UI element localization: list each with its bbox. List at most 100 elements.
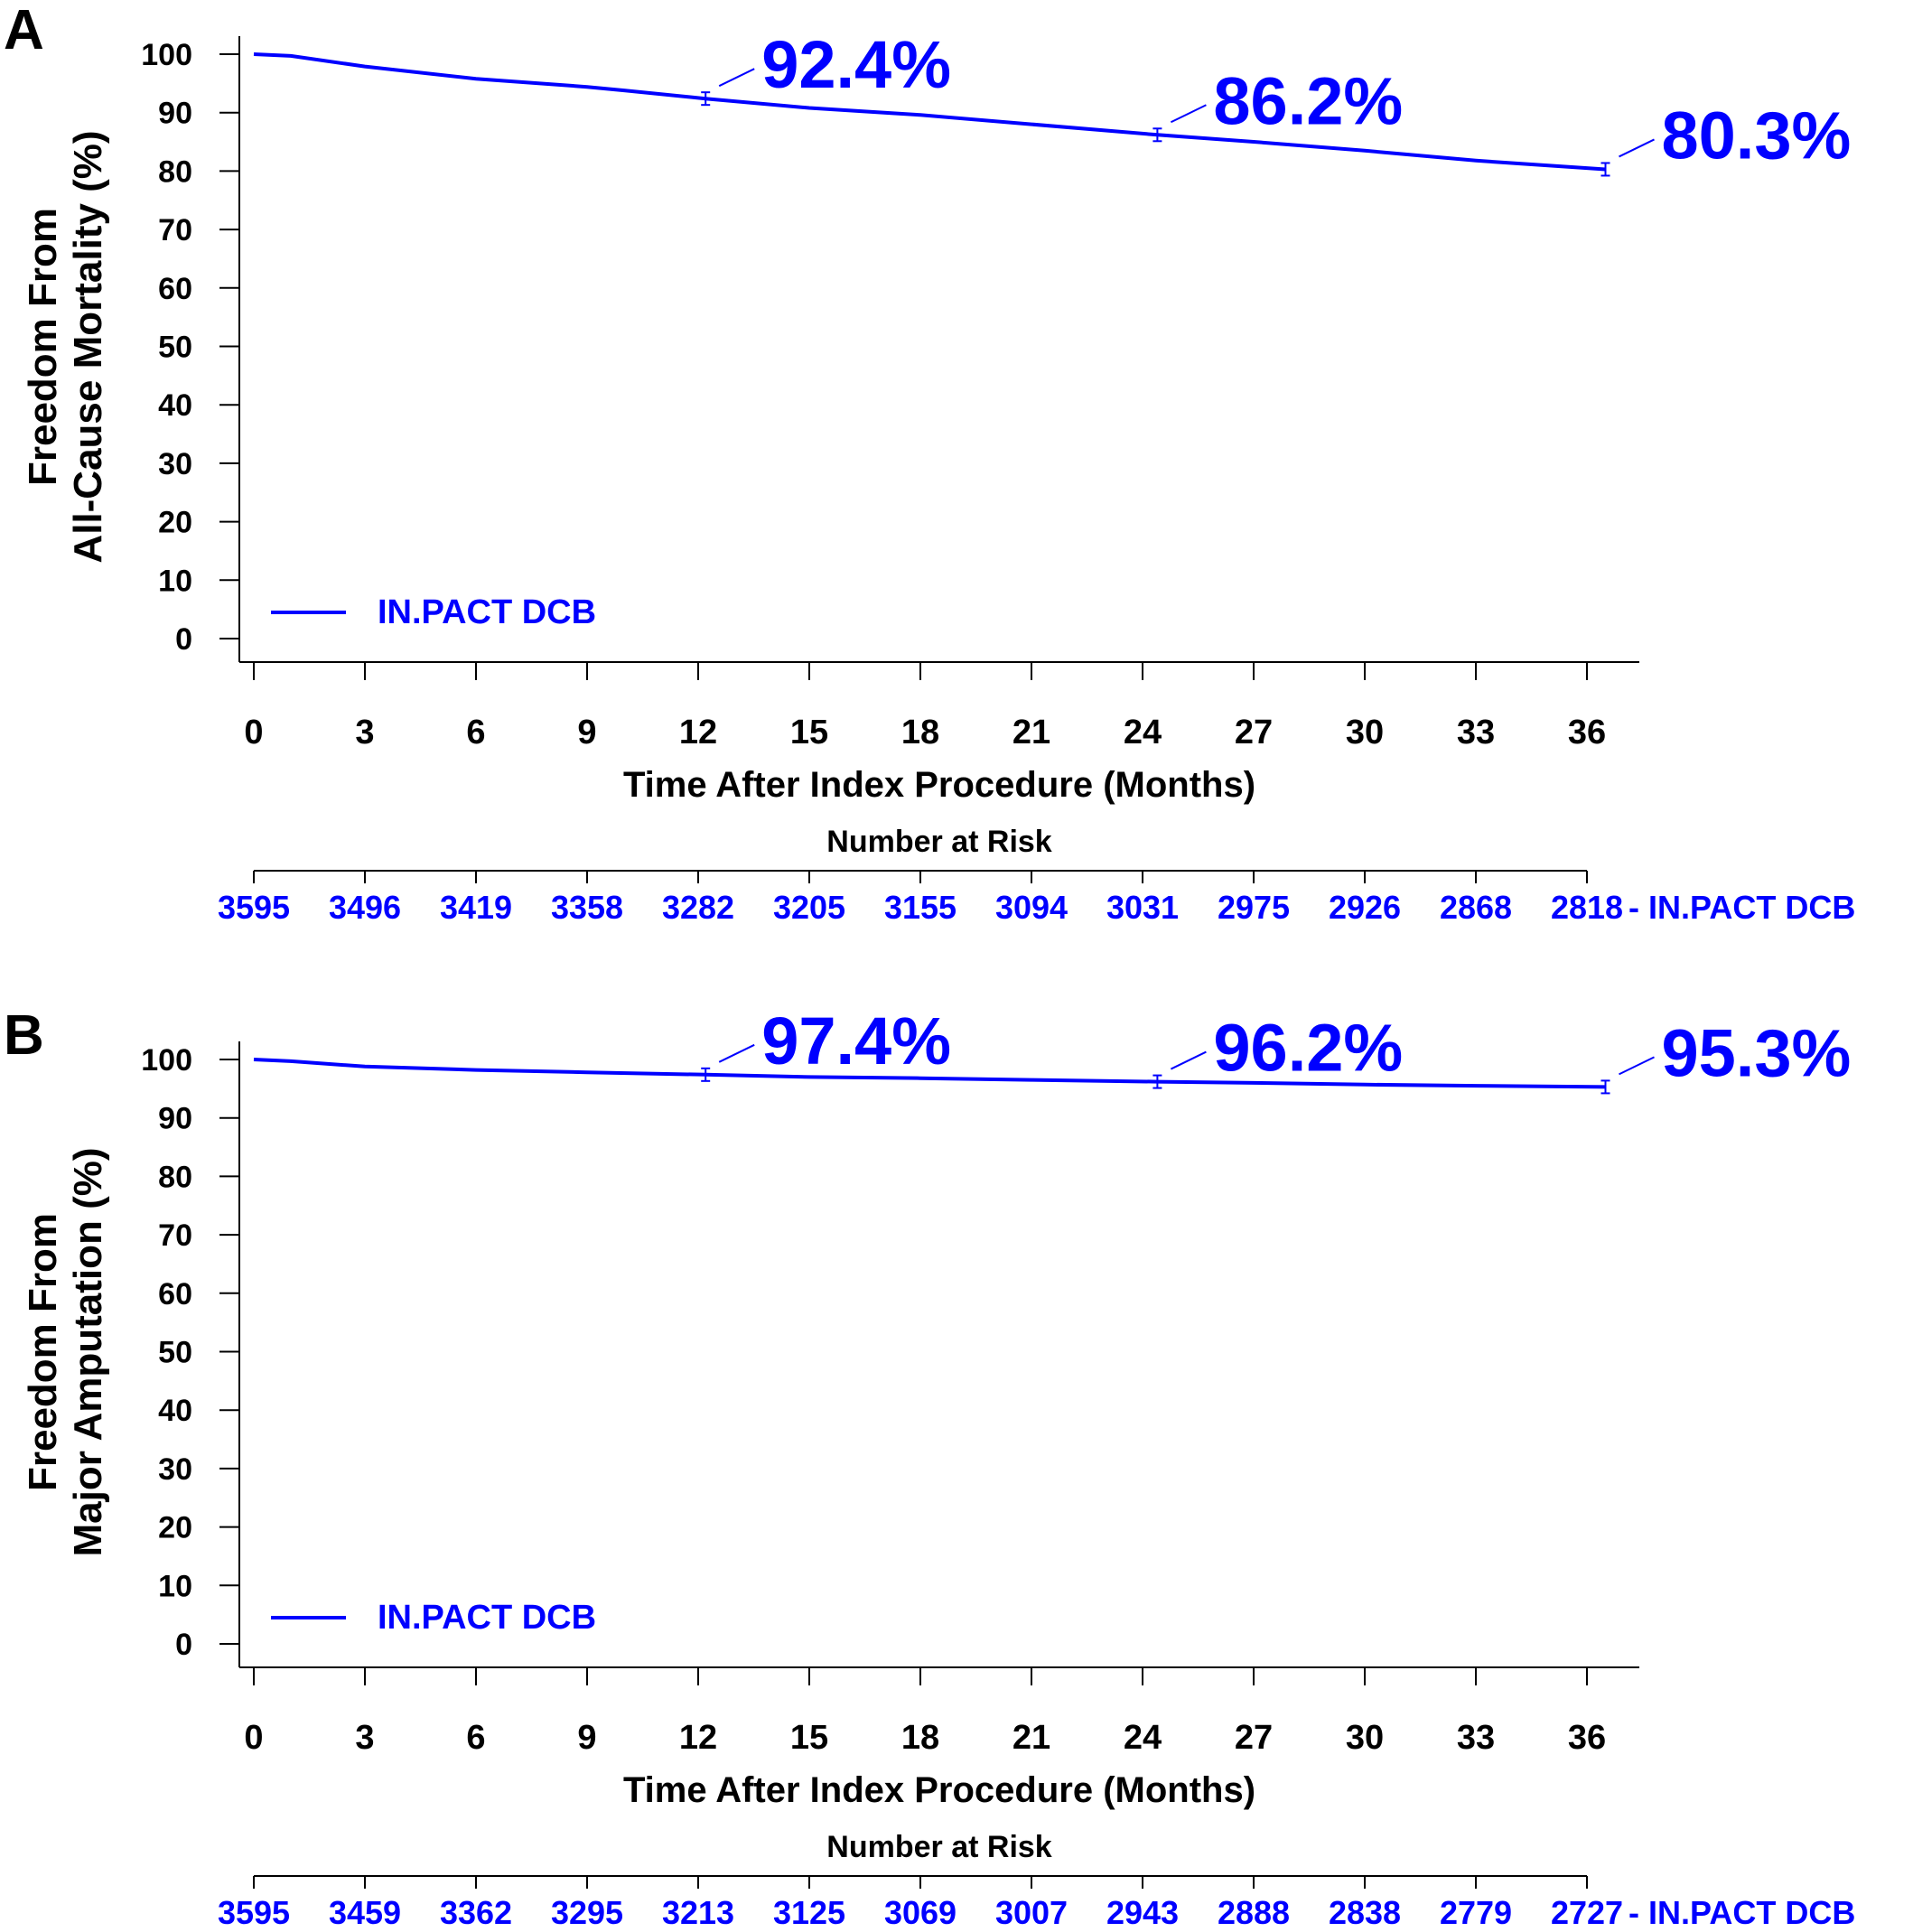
- y-tick-label: 80: [158, 1160, 192, 1194]
- risk-table-value: 3362: [440, 1894, 512, 1931]
- risk-table-value: 2868: [1440, 889, 1512, 926]
- x-tick-label: 21: [1012, 714, 1050, 751]
- risk-table-value: 3094: [995, 889, 1068, 926]
- x-tick-label: 3: [355, 714, 374, 751]
- y-tick-label: 70: [158, 1218, 192, 1253]
- risk-table-value: 3213: [662, 1894, 734, 1931]
- risk-table-value: 3205: [773, 889, 845, 926]
- annotation-leader-line: [1170, 1050, 1207, 1070]
- risk-table-value: 3282: [662, 889, 734, 926]
- y-tick-label: 80: [158, 154, 192, 189]
- risk-table-value: 2779: [1440, 1894, 1512, 1931]
- x-tick-label: 0: [244, 714, 263, 751]
- y-axis-title-line: Major Amputation (%): [66, 1148, 110, 1557]
- survival-annotation-label: 92.4%: [761, 27, 951, 102]
- x-tick-label: 36: [1568, 714, 1606, 751]
- risk-table-value: 3031: [1106, 889, 1179, 926]
- y-tick-label: 60: [158, 1277, 192, 1311]
- x-tick-label: 6: [466, 714, 485, 751]
- x-axis-title: Time After Index Procedure (Months): [623, 765, 1255, 805]
- y-axis-title-line: All-Cause Mortality (%): [66, 130, 110, 563]
- x-tick-label: 30: [1346, 714, 1384, 751]
- risk-table-value: 3459: [329, 1894, 401, 1931]
- y-tick-label: 20: [158, 1511, 192, 1545]
- risk-table-value: 2727: [1551, 1894, 1623, 1931]
- survival-annotation-label: 97.4%: [761, 1003, 951, 1078]
- x-tick-label: 27: [1235, 1719, 1273, 1757]
- x-tick-label: 24: [1124, 714, 1162, 751]
- y-tick-label: 0: [175, 622, 192, 657]
- risk-table-value: 3496: [329, 889, 401, 926]
- x-tick-label: 33: [1457, 1719, 1495, 1757]
- x-axis-title: Time After Index Procedure (Months): [623, 1770, 1255, 1810]
- y-tick-label: 100: [141, 1043, 192, 1078]
- y-tick-label: 30: [158, 1452, 192, 1487]
- risk-table-value: 2888: [1218, 1894, 1290, 1931]
- y-tick-label: 70: [158, 213, 192, 247]
- panel-label: A: [4, 0, 44, 61]
- x-tick-label: 33: [1457, 714, 1495, 751]
- legend-label: IN.PACT DCB: [378, 1599, 596, 1637]
- risk-table-value: 3358: [551, 889, 623, 926]
- y-tick-label: 50: [158, 331, 192, 365]
- x-tick-label: 3: [355, 1719, 374, 1757]
- risk-table-value: 2838: [1329, 1894, 1401, 1931]
- annotation-leader-line: [1170, 104, 1207, 124]
- y-axis-title-line: Freedom From: [21, 1213, 65, 1491]
- y-tick-label: 90: [158, 1102, 192, 1136]
- survival-curve-line: [253, 52, 1606, 172]
- risk-table-value: 3295: [551, 1894, 623, 1931]
- x-tick-label: 9: [577, 714, 596, 751]
- risk-table-value: 3125: [773, 1894, 845, 1931]
- x-tick-label: 15: [790, 714, 828, 751]
- risk-table-value: 3419: [440, 889, 512, 926]
- legend-label: IN.PACT DCB: [378, 593, 596, 631]
- x-tick-label: 24: [1124, 1719, 1162, 1757]
- risk-table-value: 3069: [884, 1894, 956, 1931]
- y-tick-label: 30: [158, 447, 192, 481]
- y-tick-label: 50: [158, 1336, 192, 1370]
- risk-table-value: 2926: [1329, 889, 1401, 926]
- x-tick-label: 21: [1012, 1719, 1050, 1757]
- annotation-leader-line: [1619, 138, 1655, 158]
- y-tick-label: 100: [141, 38, 192, 72]
- x-tick-label: 30: [1346, 1719, 1384, 1757]
- survival-curve-line: [253, 1058, 1606, 1089]
- y-tick-label: 40: [158, 388, 192, 423]
- y-tick-label: 90: [158, 97, 192, 131]
- x-tick-label: 0: [244, 1719, 263, 1757]
- risk-table-row-label: - IN.PACT DCB: [1628, 1894, 1855, 1931]
- risk-table-title: Number at Risk: [826, 825, 1051, 859]
- survival-annotation-label: 80.3%: [1662, 98, 1852, 173]
- risk-table-value: 3595: [218, 1894, 290, 1931]
- x-tick-label: 36: [1568, 1719, 1606, 1757]
- risk-table-value: 3007: [995, 1894, 1068, 1931]
- x-tick-label: 9: [577, 1719, 596, 1757]
- survival-annotation-label: 86.2%: [1213, 63, 1403, 138]
- survival-annotation-label: 96.2%: [1213, 1011, 1403, 1086]
- survival-annotation-label: 95.3%: [1662, 1015, 1852, 1090]
- annotation-leader-line: [718, 68, 755, 88]
- risk-table-row-label: - IN.PACT DCB: [1628, 889, 1855, 926]
- x-tick-label: 15: [790, 1719, 828, 1757]
- x-tick-label: 18: [901, 1719, 939, 1757]
- x-tick-label: 6: [466, 1719, 485, 1757]
- y-tick-label: 40: [158, 1394, 192, 1428]
- y-tick-label: 10: [158, 1569, 192, 1603]
- y-axis-title-line: Freedom From: [21, 208, 65, 486]
- risk-table-value: 2818: [1551, 889, 1623, 926]
- panel-label: B: [4, 1004, 44, 1067]
- annotation-leader-line: [1619, 1056, 1655, 1076]
- risk-table-value: 3595: [218, 889, 290, 926]
- y-tick-label: 60: [158, 272, 192, 306]
- x-tick-label: 27: [1235, 714, 1273, 751]
- risk-table-title: Number at Risk: [826, 1830, 1051, 1864]
- annotation-leader-line: [718, 1043, 755, 1063]
- y-tick-label: 10: [158, 564, 192, 598]
- risk-table-value: 3155: [884, 889, 956, 926]
- risk-table-value: 2943: [1106, 1894, 1179, 1931]
- risk-table-value: 2975: [1218, 889, 1290, 926]
